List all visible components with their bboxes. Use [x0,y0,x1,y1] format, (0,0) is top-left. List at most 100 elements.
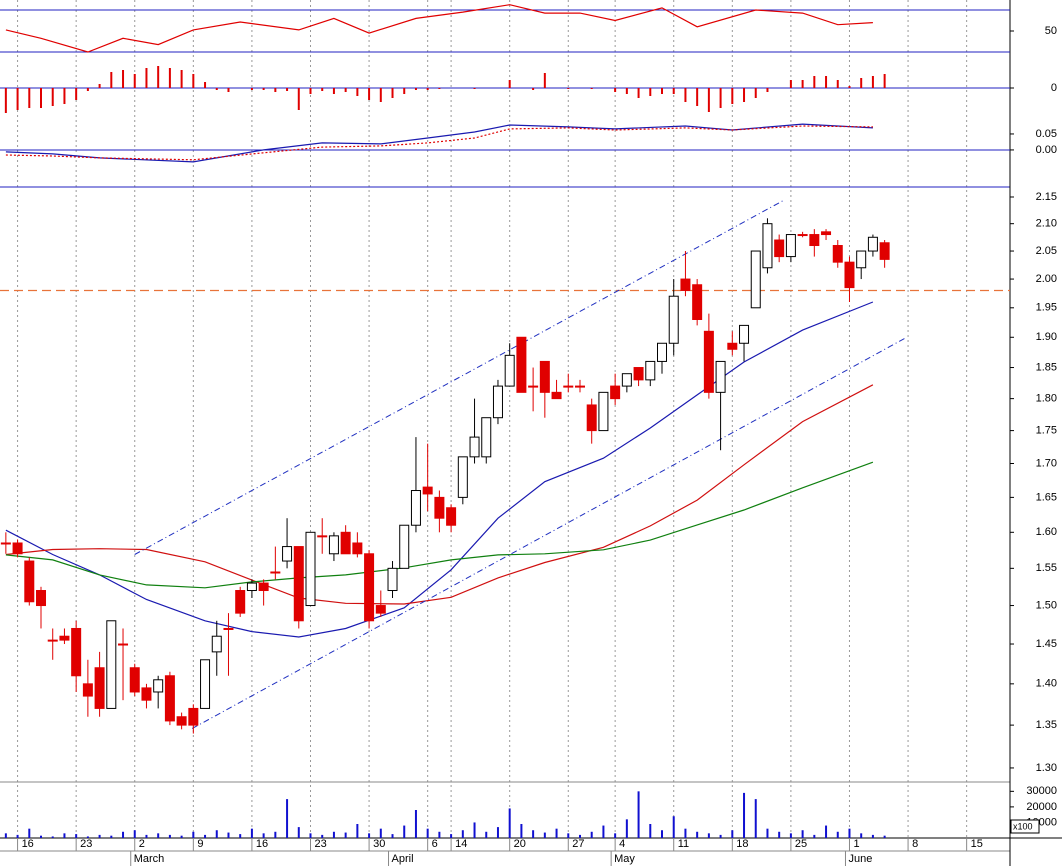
candle-body [481,417,492,458]
candle-body [235,590,246,614]
candle-body [387,567,398,592]
y-tick-label: 1.80 [1036,393,1057,405]
x-tick-label: 18 [736,838,748,850]
y-tick-label: 20000 [1026,801,1057,813]
candle-body [528,385,539,388]
candle-body [832,245,843,263]
candle-body [809,234,820,247]
x-tick-label: 20 [514,838,526,850]
candle-body [200,659,211,709]
candle-body [340,531,351,555]
candle-body [0,542,11,545]
x-tick-label: 6 [432,838,438,850]
candle-body [739,324,750,344]
candle-body [246,582,257,592]
candle-body [797,234,808,237]
month-label: June [848,853,872,865]
series-line [5,4,873,53]
candle-body [879,242,890,260]
x-tick-label: 25 [795,838,807,850]
candle-body [364,553,375,622]
month-label: April [392,853,414,865]
y-tick-label: 1.30 [1036,762,1057,774]
candle-body [176,716,187,726]
candle-body [457,456,468,498]
candle-body [750,250,761,309]
y-tick-label: 2.15 [1036,191,1057,203]
candle-body [598,391,609,432]
month-label: May [614,853,635,865]
x-tick-label: 15 [971,838,983,850]
candle-body [551,391,562,400]
candle-body [71,627,82,677]
x-tick-label: 23 [314,838,326,850]
x-tick-label: 16 [256,838,268,850]
y-tick-label: 0.05 [1036,128,1057,140]
x-tick-label: 4 [619,838,625,850]
y-tick-label: 0.00 [1036,144,1057,156]
candle-body [657,342,668,362]
x-tick-label: 11 [678,838,689,850]
candle-body [727,342,738,350]
candle-body [621,373,632,387]
candle-body [12,542,23,555]
candle-body [36,590,47,607]
y-tick-label: 50 [1045,25,1057,37]
candle-body [844,261,855,289]
y-tick-label: 1.35 [1036,719,1057,731]
x-tick-label: 1 [853,838,859,850]
candle-body [24,560,35,603]
y-tick-label: 1.50 [1036,599,1057,611]
candle-body [586,404,597,432]
y-tick-label: 1.40 [1036,678,1057,690]
series-line [5,123,873,163]
x-tick-label: 14 [455,838,467,850]
candle-body [211,635,222,653]
unit-label-box [1010,819,1040,834]
unit-label: x100 [1013,821,1033,831]
x-tick-label: 9 [197,838,203,850]
candle-body [715,360,726,393]
x-tick-label: 27 [572,838,584,850]
candle-body [94,667,105,709]
candle-body [410,490,421,526]
candle-body [434,496,445,519]
y-tick-label: 1.85 [1036,361,1057,373]
y-tick-label: 1.75 [1036,425,1057,437]
series-line [5,125,873,161]
candle-body [574,385,585,388]
candle-body [118,643,129,646]
candle-body [293,546,304,622]
candle-body [821,231,832,236]
candle-body [645,360,656,381]
candle-body [762,223,773,269]
candle-body [305,531,316,607]
candle-body [539,360,550,393]
candle-body [47,639,58,642]
candle-body [153,679,164,693]
series-line [5,384,874,605]
y-tick-label: 1.55 [1036,562,1057,574]
candle-body [352,542,363,555]
y-tick-label: 2.10 [1036,218,1057,230]
candle-body [504,354,515,387]
candle-body [785,234,796,258]
candle-body [446,507,457,526]
candle-body [774,239,785,258]
candle-body [328,535,339,555]
candle-body [633,367,644,381]
y-tick-label: 2.05 [1036,245,1057,257]
candle-body [106,620,117,709]
x-tick-label: 8 [912,838,918,850]
candle-body [270,571,281,574]
candle-body [668,295,679,344]
y-tick-label: 1.90 [1036,331,1057,343]
candle-body [703,330,714,393]
candle-body [563,385,574,388]
y-tick-label: 1.65 [1036,491,1057,503]
candle-body [223,627,234,630]
candle-body [188,707,199,726]
y-tick-label: 1.45 [1036,638,1057,650]
